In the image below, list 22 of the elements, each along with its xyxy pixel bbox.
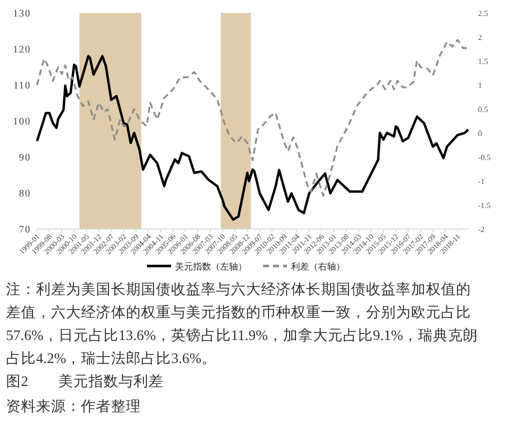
- y-tick-label: 120: [13, 44, 31, 56]
- y-tick-label: 80: [19, 188, 31, 200]
- legend-label: 利差（右轴）: [291, 262, 345, 272]
- legend-label: 美元指数（左轴）: [175, 262, 247, 272]
- y2-tick-label: 0.5: [478, 105, 488, 114]
- y2-tick-label: -1: [478, 177, 485, 186]
- y-tick-label: 110: [13, 80, 31, 92]
- y-tick-label: 90: [19, 152, 31, 164]
- y2-tick-label: 2: [478, 33, 482, 42]
- text: 图2 美元指数与利差: [6, 372, 164, 392]
- y2-tick-label: 0: [478, 129, 482, 138]
- y2-tick-label: -1.5: [478, 201, 491, 210]
- y2-tick-label: 1.5: [478, 57, 488, 66]
- y2-tick-label: 1: [478, 81, 482, 90]
- y2-tick-label: 2.5: [478, 9, 488, 18]
- y-tick-label: 100: [13, 116, 31, 128]
- y2-tick-label: -0.5: [478, 153, 491, 162]
- y2-tick-label: -2: [478, 225, 485, 234]
- y-tick-label: 130: [13, 8, 31, 20]
- y-tick-label: 70: [19, 224, 31, 236]
- text: 注：利差为美国长期国债收益率与六大经济体长期国债收益率加权值的差值，六大经济体的权重与美元指数的币种权重一致，分别为欧元占比57.6%，日元占比13.6%，英镑占比11.9%，加拿大元占比9.1%，瑞典克朗占比4.2%，瑞士法郎占比3.6%。: [6, 280, 480, 369]
- text: 资料来源：作者整理: [6, 398, 142, 417]
